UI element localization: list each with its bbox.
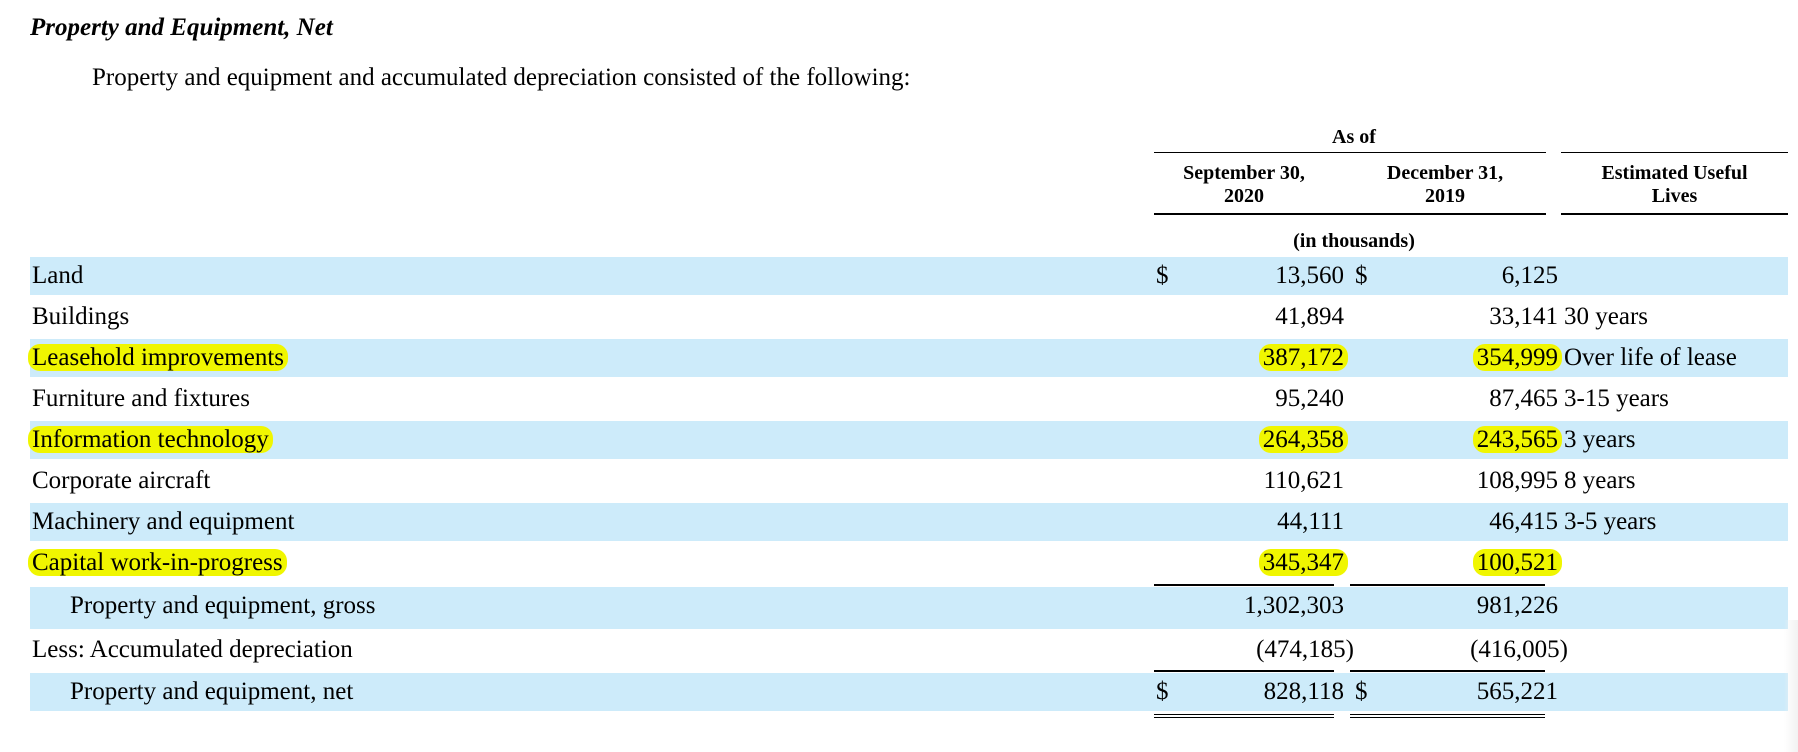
highlight-mark: 264,358 (1258, 426, 1348, 453)
subtotal-rule-dec-2019 (1350, 584, 1545, 586)
row-label: Corporate aircraft (32, 467, 211, 494)
highlight-mark: 243,565 (1472, 426, 1562, 453)
useful-life: 3 years (1564, 426, 1636, 453)
table-row-cwip: Capital work-in-progress 345,347 100,521 (28, 544, 1788, 582)
value-sep-2020: 345,347 (1258, 549, 1348, 577)
row-label: Buildings (32, 303, 130, 330)
header-bottom-rule (1154, 213, 1546, 215)
row-label: Capital work-in-progress (28, 549, 287, 577)
highlight-mark: 100,521 (1472, 549, 1562, 576)
highlight-mark: 345,347 (1258, 549, 1348, 576)
col-useful-lives-line2: Lives (1651, 185, 1698, 207)
useful-life: 30 years (1564, 303, 1648, 330)
highlight-mark: Leasehold improvements (28, 344, 289, 371)
col-dec-2019-header: December 31, 2019 (1355, 162, 1535, 208)
row-label: Information technology (28, 426, 273, 454)
value-sep-2020: 13,560 (1275, 262, 1344, 289)
total-top-rule-dec-2019 (1350, 670, 1545, 672)
value-dec-2019: 46,415 (1489, 508, 1558, 535)
total-top-rule-sep-2020 (1154, 670, 1334, 672)
value-sep-2020: 264,358 (1258, 426, 1348, 454)
value-dec-2019: 100,521 (1472, 549, 1562, 577)
value-dec-2019: (416,005) (1470, 636, 1568, 663)
highlight-mark: 354,999 (1472, 344, 1562, 371)
col-useful-lives-header: Estimated Useful Lives (1561, 162, 1788, 208)
value-sep-2020: 41,894 (1275, 303, 1344, 330)
table-row-aircraft: Corporate aircraft 110,621 108,995 8 yea… (30, 462, 1788, 500)
value-sep-2020: 95,240 (1275, 385, 1344, 412)
col-dec-2019-line2: 2019 (1425, 185, 1465, 207)
table-row-land: Land $ 13,560 $ 6,125 (30, 257, 1788, 295)
useful-life: 8 years (1564, 467, 1636, 494)
lives-top-rule (1561, 152, 1788, 153)
table-row-accum-depreciation: Less: Accumulated depreciation (474,185)… (30, 631, 1788, 669)
dollar-sign: $ (1355, 678, 1368, 705)
as-of-header: As of (1332, 126, 1376, 148)
total-double-rule-dec-2019 (1350, 714, 1545, 720)
useful-life: 3-5 years (1564, 508, 1657, 535)
row-label: Less: Accumulated depreciation (32, 636, 353, 663)
highlight-mark: 387,172 (1258, 344, 1348, 371)
dollar-sign: $ (1156, 678, 1169, 705)
col-useful-lives-line1: Estimated Useful (1601, 162, 1748, 184)
total-double-rule-sep-2020 (1154, 714, 1334, 720)
section-title: Property and Equipment, Net (30, 14, 333, 41)
value-sep-2020: 1,302,303 (1244, 592, 1344, 619)
dollar-sign: $ (1156, 262, 1169, 289)
table-row-gross: Property and equipment, gross 1,302,303 … (30, 587, 1788, 629)
subtotal-rule-sep-2020 (1154, 584, 1334, 586)
value-sep-2020: (474,185) (1256, 636, 1354, 663)
table-row-leasehold: Leasehold improvements 387,172 354,999 O… (28, 339, 1788, 377)
row-label: Furniture and fixtures (32, 385, 251, 412)
value-dec-2019: 354,999 (1472, 344, 1562, 372)
value-dec-2019: 565,221 (1476, 678, 1558, 705)
table-row-net: Property and equipment, net $ 828,118 $ … (30, 673, 1788, 711)
useful-life: Over life of lease (1564, 344, 1737, 371)
as-of-rule (1154, 152, 1546, 153)
value-sep-2020: 828,118 (1263, 678, 1344, 705)
table-row-buildings: Buildings 41,894 33,141 30 years (30, 298, 1788, 336)
col-sep-2020-line2: 2020 (1224, 185, 1264, 207)
value-dec-2019: 33,141 (1489, 303, 1558, 330)
value-sep-2020: 110,621 (1263, 467, 1344, 494)
row-label: Property and equipment, net (70, 678, 354, 705)
value-dec-2019: 981,226 (1476, 592, 1558, 619)
highlight-mark: Capital work-in-progress (28, 549, 287, 576)
highlight-mark: Information technology (28, 426, 273, 453)
value-dec-2019: 108,995 (1476, 467, 1558, 494)
col-sep-2020-line1: September 30, (1183, 162, 1305, 184)
value-dec-2019: 87,465 (1489, 385, 1558, 412)
units-label: (in thousands) (1293, 230, 1415, 252)
table-row-it: Information technology 264,358 243,565 3… (28, 421, 1788, 459)
col-sep-2020-header: September 30, 2020 (1154, 162, 1334, 208)
edge-shadow (1784, 620, 1798, 752)
lives-bottom-rule (1561, 213, 1788, 215)
table-row-furniture: Furniture and fixtures 95,240 87,465 3-1… (30, 380, 1788, 418)
row-label: Land (32, 262, 84, 289)
value-dec-2019: 6,125 (1501, 262, 1558, 289)
col-dec-2019-line1: December 31, (1386, 162, 1504, 184)
dollar-sign: $ (1355, 262, 1368, 289)
value-dec-2019: 243,565 (1472, 426, 1562, 454)
value-sep-2020: 387,172 (1258, 344, 1348, 372)
row-label: Machinery and equipment (32, 508, 295, 535)
useful-life: 3-15 years (1564, 385, 1669, 412)
row-label: Leasehold improvements (28, 344, 289, 372)
row-label: Property and equipment, gross (70, 592, 376, 619)
intro-text: Property and equipment and accumulated d… (92, 64, 911, 91)
value-sep-2020: 44,111 (1277, 508, 1344, 535)
table-row-machinery: Machinery and equipment 44,111 46,415 3-… (30, 503, 1788, 541)
